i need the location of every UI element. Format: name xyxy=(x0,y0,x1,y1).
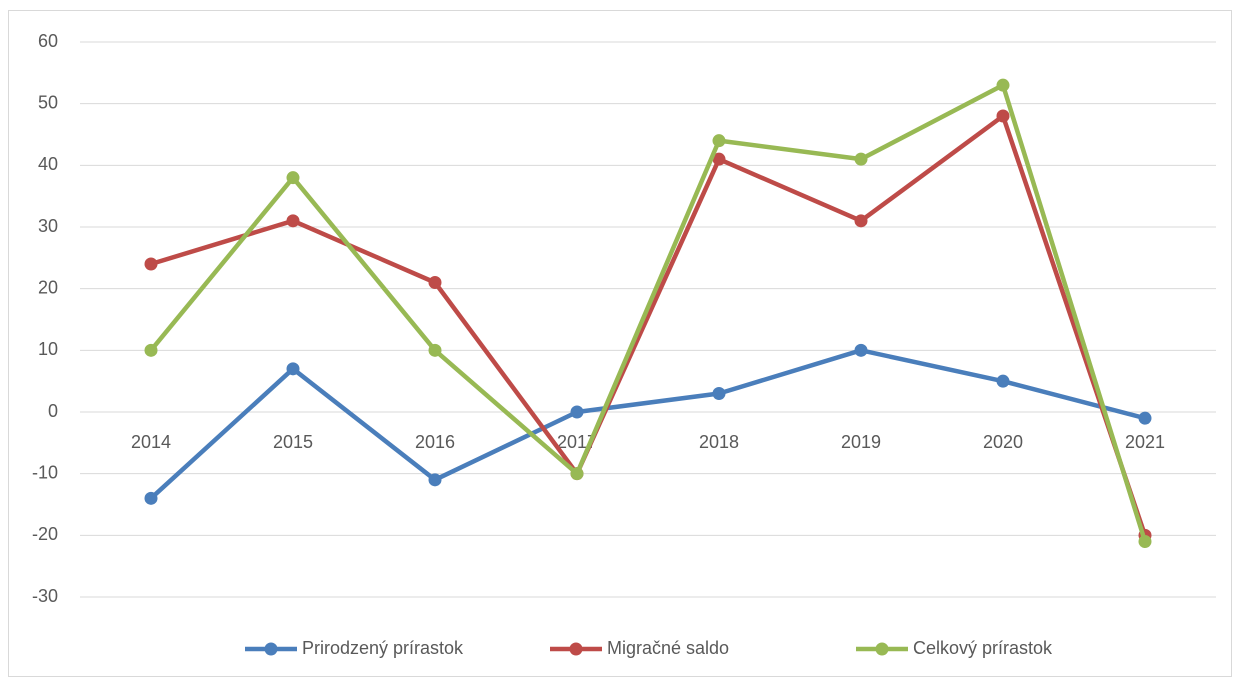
x-tick-label: 2015 xyxy=(273,432,313,452)
y-tick-label: -10 xyxy=(32,462,58,482)
point xyxy=(144,343,158,357)
point xyxy=(854,152,868,166)
y-tick-label: -30 xyxy=(32,586,58,606)
point xyxy=(854,214,868,228)
series-line xyxy=(149,82,1148,543)
series-line xyxy=(150,113,1148,537)
point xyxy=(144,257,158,271)
y-tick-label: 30 xyxy=(38,216,58,236)
y-tick-label: 60 xyxy=(38,31,58,51)
y-tick-label: 20 xyxy=(38,277,58,297)
x-tick-label: 2019 xyxy=(841,432,881,452)
point xyxy=(712,152,726,166)
legend-label: Migračné saldo xyxy=(607,638,729,658)
point xyxy=(712,134,726,148)
point xyxy=(1138,535,1152,548)
point xyxy=(428,276,442,289)
legend-swatch-marker xyxy=(875,642,889,656)
point xyxy=(996,109,1010,123)
point xyxy=(570,405,584,419)
point xyxy=(286,362,300,376)
series-line xyxy=(149,348,1146,500)
x-tick-label: 2014 xyxy=(131,432,171,452)
y-tick-label: 10 xyxy=(38,339,58,359)
x-tick-label: 2016 xyxy=(415,432,455,452)
point xyxy=(1138,411,1152,425)
y-tick-label: -20 xyxy=(32,524,58,544)
y-tick-label: 50 xyxy=(38,92,58,112)
legend-label: Celkový prírastok xyxy=(913,638,1053,658)
x-tick-label: 2018 xyxy=(699,432,739,452)
legend-swatch-marker xyxy=(569,642,583,656)
point xyxy=(996,78,1010,92)
point xyxy=(570,467,584,481)
point xyxy=(854,343,868,357)
y-tick-label: 0 xyxy=(48,401,58,421)
legend-swatch-marker xyxy=(264,642,278,656)
point xyxy=(286,171,300,185)
point xyxy=(428,343,442,357)
point xyxy=(996,374,1010,388)
point xyxy=(286,214,300,228)
x-tick-label: 2020 xyxy=(983,432,1023,452)
point xyxy=(144,491,158,505)
y-tick-label: 40 xyxy=(38,154,58,174)
point xyxy=(712,387,726,400)
x-tick-label: 2021 xyxy=(1125,432,1165,452)
chart-border xyxy=(8,10,1232,677)
point xyxy=(428,473,442,487)
legend-label: Prirodzený prírastok xyxy=(302,638,464,658)
